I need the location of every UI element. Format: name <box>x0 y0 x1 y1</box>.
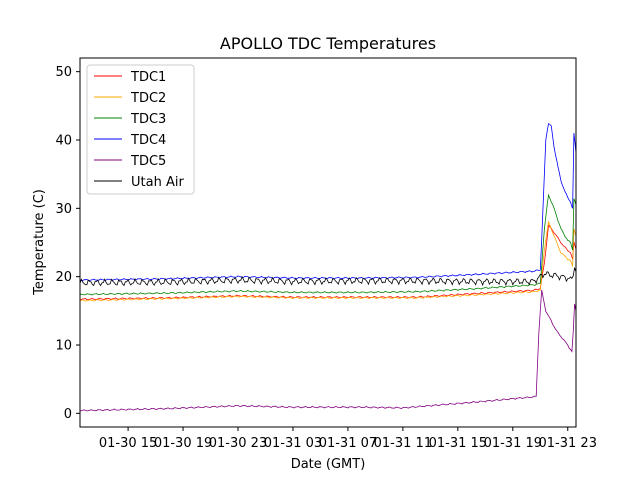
series-line-tdc3 <box>79 193 577 296</box>
y-tick-label: 20 <box>55 270 72 285</box>
x-tick-label: 01-30 15 <box>99 436 157 451</box>
y-axis-title: Temperature (C) <box>32 189 47 296</box>
x-tick-label: 01-30 23 <box>209 436 267 451</box>
x-tick-label: 01-30 19 <box>154 436 212 451</box>
y-tick-label: 50 <box>55 65 72 80</box>
y-axis: 0 10 20 30 40 50 <box>55 65 80 422</box>
chart-title: APOLLO TDC Temperatures <box>220 34 436 53</box>
series-line-tdc1 <box>79 224 577 301</box>
x-tick-label: 01-31 19 <box>484 436 542 451</box>
legend: TDC1 TDC2 TDC3 TDC4 TDC5 Utah Air <box>86 64 195 195</box>
x-axis-title: Date (GMT) <box>291 457 366 472</box>
y-tick-label: 10 <box>55 339 72 354</box>
legend-label: TDC4 <box>130 133 166 148</box>
legend-label: TDC1 <box>130 70 166 85</box>
y-tick-label: 0 <box>64 407 72 422</box>
series-layer <box>79 123 577 412</box>
plot-area-frame <box>79 57 577 428</box>
x-tick-label: 01-31 15 <box>429 436 487 451</box>
x-tick-label: 01-31 03 <box>264 436 322 451</box>
legend-label: TDC5 <box>130 154 166 169</box>
x-tick-label: 01-31 11 <box>374 436 432 451</box>
legend-label: TDC3 <box>130 112 166 127</box>
series-line-tdc2 <box>79 221 577 302</box>
legend-label: TDC2 <box>130 91 166 106</box>
x-tick-label: 01-31 23 <box>539 436 597 451</box>
series-line-tdc4 <box>79 123 577 282</box>
series-line-utah-air <box>79 267 577 287</box>
y-tick-label: 40 <box>55 134 72 149</box>
series-line-tdc5 <box>79 289 577 412</box>
legend-items: TDC1 TDC2 TDC3 TDC4 TDC5 Utah Air <box>94 70 184 190</box>
y-tick-label: 30 <box>55 202 72 217</box>
x-tick-label: 01-31 07 <box>319 436 377 451</box>
legend-label: Utah Air <box>131 175 184 190</box>
